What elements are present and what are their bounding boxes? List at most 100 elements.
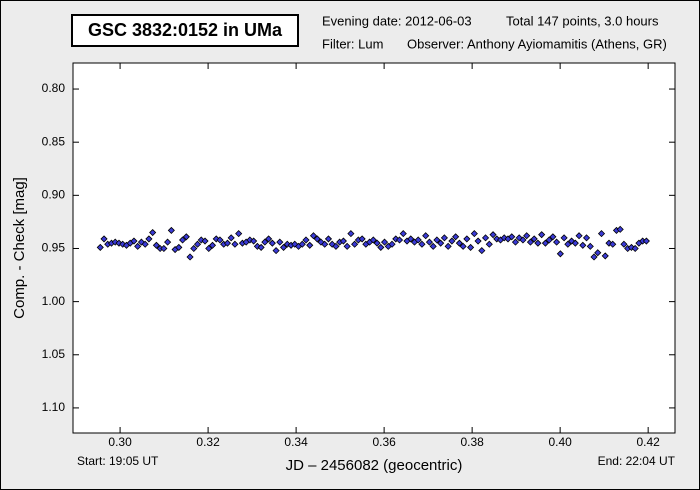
- point: [586, 242, 594, 250]
- point: [321, 240, 329, 248]
- point: [313, 235, 321, 243]
- point: [193, 240, 202, 248]
- point: [130, 237, 138, 245]
- point: [582, 234, 591, 242]
- point: [425, 238, 434, 246]
- point: [339, 237, 347, 245]
- x-tick-label: 0.42: [636, 435, 660, 449]
- point: [257, 243, 265, 251]
- point: [395, 236, 404, 244]
- point: [489, 231, 497, 239]
- point: [452, 233, 460, 241]
- point: [246, 236, 254, 244]
- x-tick-label: 0.34: [284, 435, 308, 449]
- point: [250, 237, 258, 245]
- point: [455, 239, 463, 247]
- point: [470, 230, 478, 238]
- point: [231, 240, 239, 248]
- x-tick-label: 0.36: [372, 435, 396, 449]
- chart-title: GSC 3832:0152 in UMa: [88, 20, 283, 40]
- x-tick-label: 0.40: [548, 435, 572, 449]
- point: [380, 238, 389, 246]
- point: [369, 236, 377, 244]
- point: [100, 235, 108, 243]
- point: [571, 239, 579, 247]
- point: [444, 242, 452, 250]
- point: [306, 241, 314, 249]
- point: [377, 243, 385, 251]
- y-tick-label: 0.85: [42, 134, 66, 148]
- point: [553, 238, 561, 246]
- point: [302, 236, 310, 244]
- point: [440, 234, 448, 242]
- point: [324, 235, 333, 243]
- info-text: Total 147 points, 3.0 hours: [506, 13, 659, 28]
- point: [538, 231, 546, 239]
- info-text: Observer: Anthony Ayiomamitis (Athens, G…: [407, 36, 667, 51]
- point: [343, 242, 351, 250]
- point: [208, 241, 217, 249]
- point: [205, 244, 213, 253]
- point: [564, 240, 572, 248]
- point: [96, 243, 104, 251]
- point: [485, 240, 493, 248]
- point: [351, 240, 359, 248]
- point: [590, 253, 598, 261]
- point: [418, 240, 426, 248]
- point: [317, 238, 325, 246]
- point: [526, 238, 535, 246]
- point: [534, 239, 542, 247]
- end-label: End: 22:04 UT: [598, 454, 676, 468]
- point: [478, 247, 486, 255]
- point: [620, 240, 628, 248]
- title-box: [71, 14, 299, 47]
- point: [145, 235, 153, 243]
- point: [347, 230, 355, 238]
- point: [298, 240, 306, 248]
- point: [605, 239, 613, 247]
- point: [373, 239, 381, 247]
- point: [261, 238, 269, 246]
- point: [597, 230, 606, 238]
- y-tick-label: 1.10: [42, 400, 66, 414]
- point: [280, 243, 288, 251]
- start-label: Start: 19:05 UT: [77, 454, 159, 468]
- point: [164, 238, 172, 246]
- point: [179, 236, 187, 244]
- point: [433, 236, 441, 244]
- point: [448, 237, 456, 245]
- info-text: Evening date: 2012-06-03: [322, 13, 472, 28]
- point: [332, 242, 340, 250]
- point: [463, 235, 471, 243]
- y-tick-label: 0.80: [42, 81, 66, 95]
- point: [186, 253, 194, 261]
- point: [235, 230, 243, 238]
- point: [388, 240, 396, 248]
- point: [511, 238, 520, 246]
- y-tick-label: 1.00: [42, 294, 66, 308]
- point: [594, 249, 602, 257]
- point: [429, 242, 437, 250]
- point: [115, 239, 123, 247]
- point: [414, 236, 422, 244]
- point: [137, 238, 145, 246]
- point: [167, 226, 175, 234]
- info-text: Filter: Lum: [322, 36, 383, 51]
- point: [358, 235, 366, 243]
- point: [265, 235, 273, 243]
- point: [111, 238, 119, 246]
- y-axis-label: Comp. - Check [mag]: [11, 177, 28, 319]
- x-tick-label: 0.38: [460, 435, 484, 449]
- x-tick-label: 0.30: [108, 435, 132, 449]
- point: [642, 237, 650, 245]
- y-tick-label: 0.95: [42, 241, 66, 255]
- point: [141, 240, 149, 248]
- point: [407, 235, 415, 243]
- point: [160, 244, 168, 253]
- point: [541, 239, 549, 247]
- point: [467, 243, 475, 251]
- point: [459, 242, 467, 250]
- point: [272, 247, 280, 255]
